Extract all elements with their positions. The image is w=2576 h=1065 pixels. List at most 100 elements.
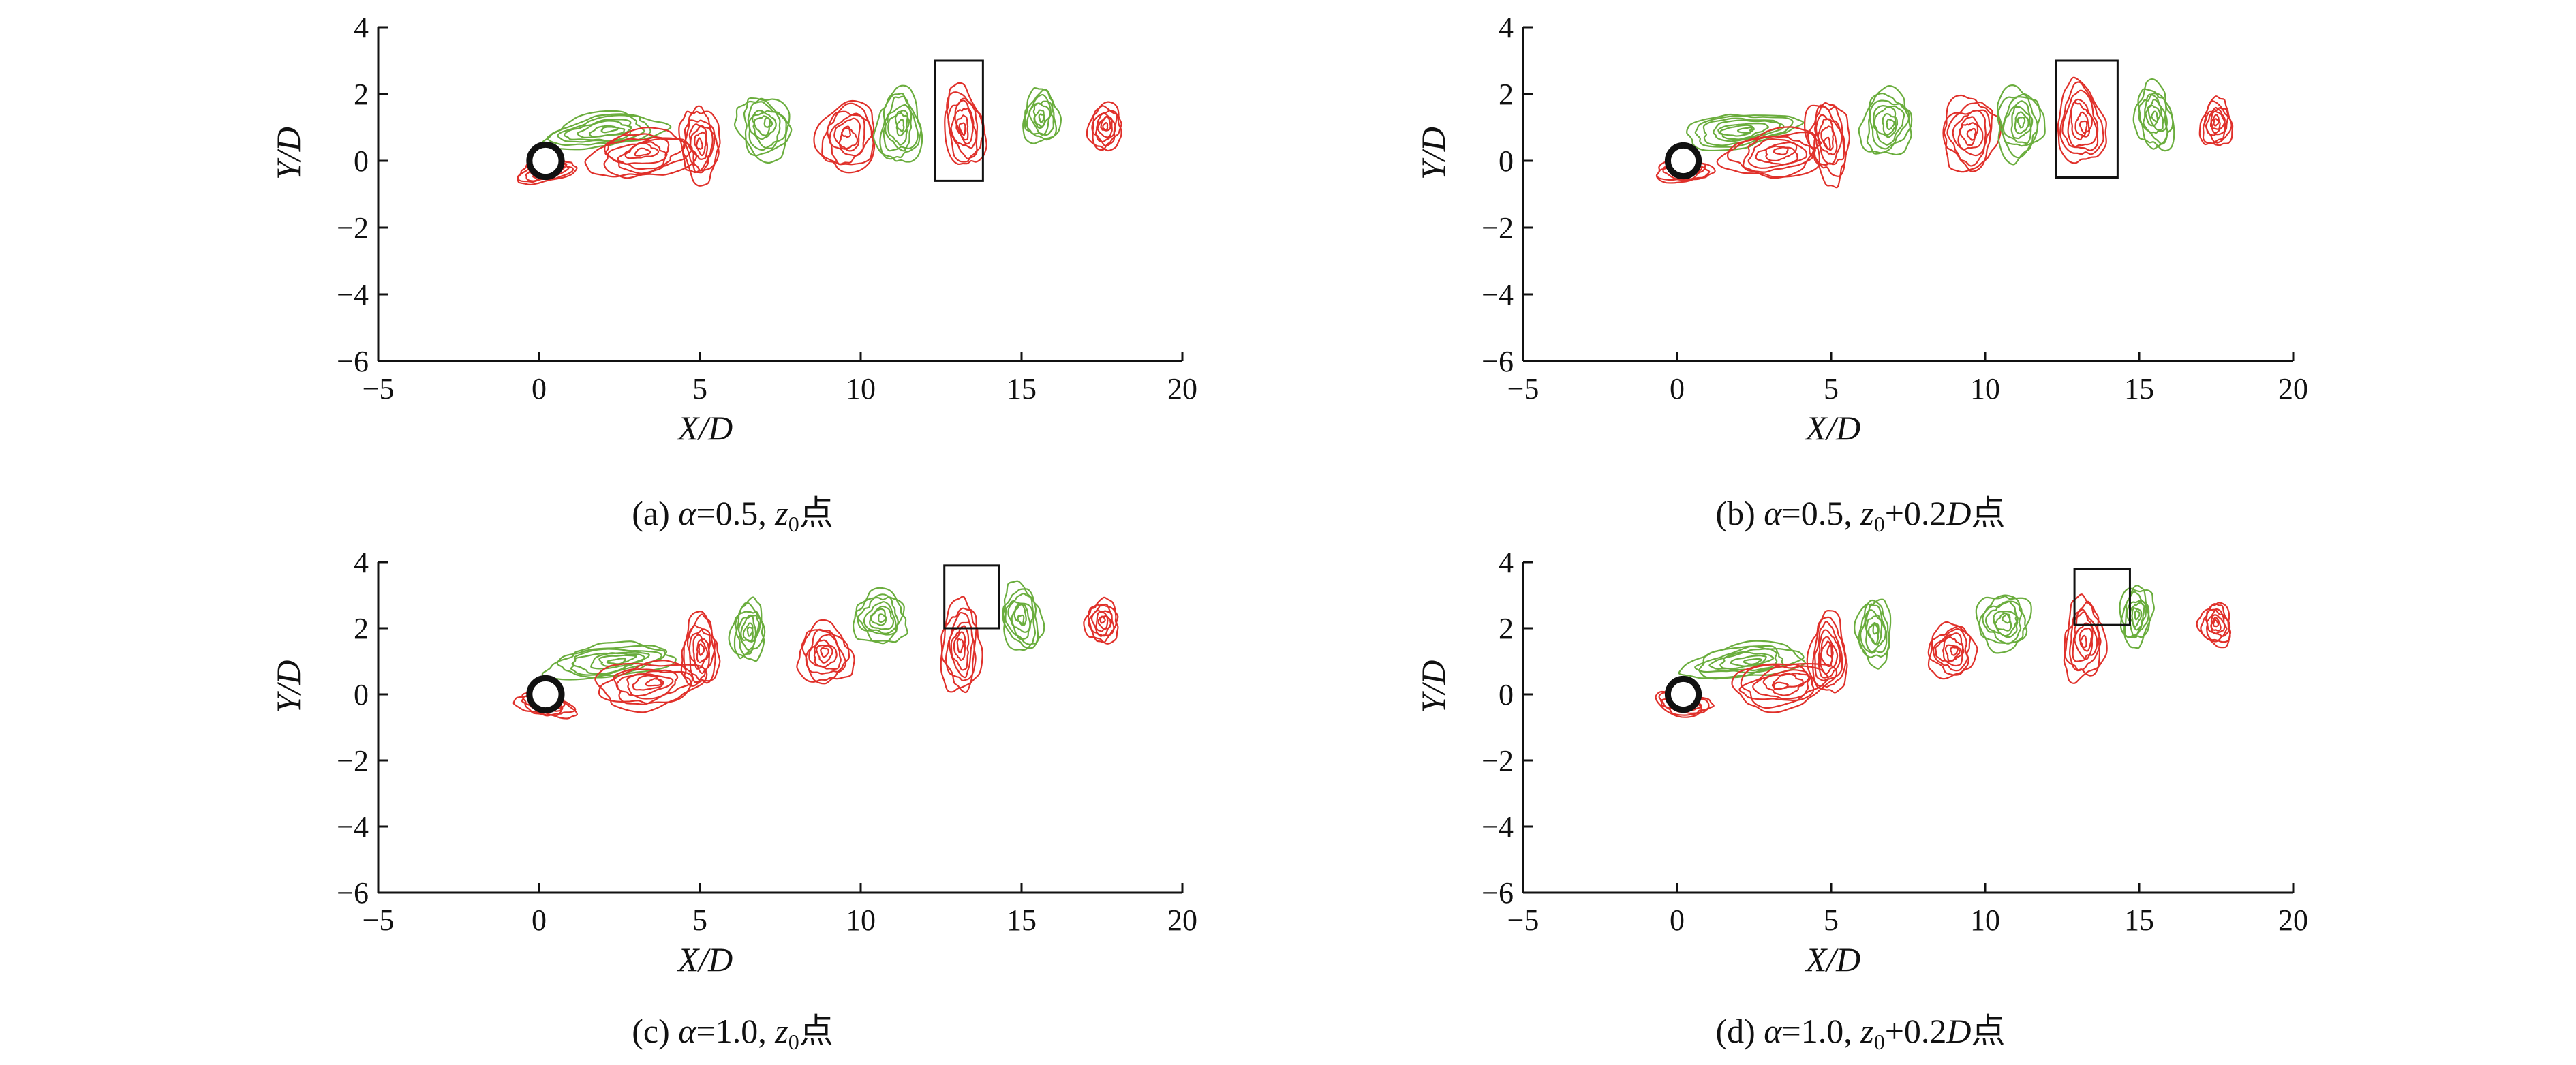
contour-line: [816, 645, 833, 664]
vortex-pos-1: [1686, 113, 1805, 152]
x-tick-label: −5: [1507, 904, 1539, 937]
contour-line: [692, 634, 710, 670]
contour-line: [1726, 132, 1822, 179]
contour-line: [606, 658, 626, 665]
contour-line: [863, 601, 897, 634]
contour-line: [956, 638, 964, 654]
y-tick-label: −6: [1482, 345, 1514, 378]
contour-line: [2200, 603, 2231, 643]
y-tick-label: 0: [354, 144, 369, 178]
contour-line: [1858, 599, 1891, 658]
contour-line: [1002, 588, 1039, 649]
vortex-contours: [517, 82, 1122, 187]
caption-z: z: [1860, 494, 1873, 532]
contour-line: [1942, 636, 1965, 663]
vortex-neg-5: [1942, 94, 2002, 173]
contour-line: [584, 127, 698, 178]
contour-line: [2132, 78, 2175, 152]
contour-line: [833, 117, 861, 152]
contour-line: [1946, 109, 1992, 167]
contour-line: [1943, 94, 2002, 173]
contour-line: [2134, 610, 2141, 621]
contour-line: [953, 631, 966, 662]
contour-line: [1102, 122, 1109, 132]
y-tick-label: −6: [1482, 876, 1514, 910]
contour-line: [694, 131, 707, 157]
contour-line: [1752, 669, 1811, 700]
contour-line: [1993, 611, 2019, 637]
contour-line: [753, 115, 771, 136]
contour-line: [1773, 681, 1790, 691]
contour-line: [1736, 127, 1755, 134]
vortex-pos-6: [1975, 594, 2032, 654]
x-tick-label: 5: [1824, 904, 1839, 937]
x-tick-label: 0: [1670, 904, 1685, 937]
contour-line: [805, 628, 847, 675]
vortex-neg-2: [1731, 662, 1838, 713]
contour-line: [1854, 598, 1892, 670]
contour-line: [1942, 101, 1993, 172]
contour-line: [2203, 107, 2229, 144]
contour-line: [1860, 603, 1888, 654]
contour-line: [1716, 126, 1820, 178]
contour-line: [1738, 663, 1815, 702]
vortex-neg-9: [2198, 95, 2234, 146]
contour-line: [2143, 93, 2168, 134]
contour-line: [2059, 81, 2104, 155]
y-tick-label: −4: [1482, 278, 1514, 311]
vortex-neg-2: [1716, 126, 1822, 179]
contour-line: [796, 619, 855, 683]
vortex-neg-5: [1927, 621, 1978, 680]
contour-line: [564, 119, 632, 142]
contour-line: [2126, 600, 2147, 636]
contour-line: [632, 675, 664, 691]
contour-line: [2209, 114, 2221, 130]
caption-z: z: [1860, 1012, 1873, 1050]
contour-line: [870, 608, 887, 626]
contour-line: [1011, 602, 1031, 633]
contour-line: [1806, 610, 1848, 694]
contour-line: [1927, 626, 1972, 676]
contour-line: [2205, 106, 2226, 136]
contour-line: [624, 142, 660, 159]
y-tick-label: −2: [337, 211, 369, 245]
x-tick-label: 0: [532, 372, 547, 405]
caption-point: 点: [1972, 494, 2006, 532]
contour-line: [1002, 580, 1045, 651]
caption-subscript: 0: [788, 1030, 799, 1054]
y-axis-label: Y/D: [269, 127, 307, 180]
contour-line: [2198, 95, 2234, 146]
contour-line: [1952, 110, 1987, 157]
contour-line: [2002, 100, 2032, 144]
y-tick-label: 2: [354, 78, 369, 111]
contour-line: [1717, 123, 1770, 140]
y-axis-label: Y/D: [1414, 660, 1452, 713]
contour-line: [852, 587, 908, 643]
vortex-contours: [1655, 76, 2234, 189]
contour-line: [1024, 89, 1058, 141]
contour-line: [1762, 672, 1810, 696]
contour-line: [1994, 613, 2012, 632]
highlight-box: [2055, 59, 2119, 179]
y-tick-label: −2: [337, 744, 369, 777]
vortex-pos-4: [733, 97, 793, 164]
y-tick-label: 4: [1499, 546, 1514, 579]
contour-line: [1708, 648, 1778, 672]
x-tick-label: 0: [1670, 372, 1685, 405]
contour-line: [2072, 611, 2098, 662]
contour-line: [2079, 120, 2088, 134]
contour-line: [1813, 104, 1845, 166]
contour-line: [2063, 593, 2108, 684]
y-tick-label: −6: [337, 876, 369, 910]
contour-line: [1100, 116, 1111, 132]
caption-rest: +0.2: [1885, 1012, 1947, 1050]
caption-subscript: 0: [788, 512, 799, 536]
caption-value: =0.5,: [1782, 494, 1861, 532]
caption-prefix: (c): [632, 1012, 678, 1050]
contour-line: [1886, 118, 1895, 131]
contour-line: [950, 99, 977, 149]
contour-line: [896, 119, 905, 132]
